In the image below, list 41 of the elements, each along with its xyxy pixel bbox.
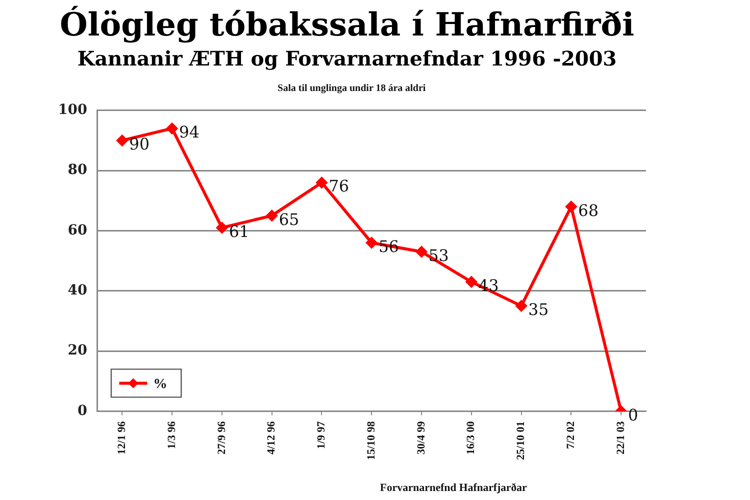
x-tick-label: 1/3 96 <box>166 420 178 450</box>
y-tick-label: 100 <box>58 102 88 118</box>
x-tick-label: 25/10 01 <box>515 421 528 460</box>
x-tick-label: 15/10 98 <box>365 420 378 460</box>
data-label: 76 <box>328 176 350 196</box>
point <box>316 177 328 188</box>
x-tick-label: 7/2 02 <box>565 420 578 450</box>
x-tick-label: 4/12 96 <box>266 420 278 455</box>
point <box>566 201 577 212</box>
y-tick-label: 60 <box>68 222 88 238</box>
point <box>466 276 477 288</box>
data-label: 0 <box>628 405 638 424</box>
chart-subtitle: Kannanir ÆTH og Forvarnarnefndar 1996 -2003 <box>77 46 617 71</box>
chart-title: Ólögleg tóbakssala í Hafnarfirði <box>60 6 634 44</box>
x-tick-label: 12/1 96 <box>116 420 128 455</box>
data-label: 35 <box>528 300 549 320</box>
data-label: 61 <box>228 222 250 241</box>
data-label: 65 <box>278 210 300 229</box>
data-label: 53 <box>428 246 449 265</box>
point <box>166 122 178 134</box>
y-tick-label: 20 <box>68 342 88 359</box>
text: Forvarnarnefnd Hafnarfjarðar <box>380 482 528 494</box>
x-tick-label: 27/9 96 <box>216 420 228 455</box>
legend-label: % <box>153 376 168 392</box>
x-tick-label: 1/9 97 <box>316 420 328 450</box>
point <box>266 210 278 222</box>
y-tick-label: 0 <box>77 402 88 419</box>
text: Sala til unglinga undir 18 ára aldri <box>278 82 426 94</box>
x-tick-label: 30/4 99 <box>415 420 428 455</box>
x-tick-label: 22/1 03 <box>614 420 627 455</box>
point <box>216 222 228 234</box>
point <box>516 300 527 312</box>
data-label: 68 <box>578 200 599 220</box>
data-label: 90 <box>129 134 150 154</box>
point <box>366 237 378 248</box>
y-tick-label: 80 <box>68 162 88 178</box>
point <box>116 134 128 146</box>
y-tick-label: 40 <box>68 282 88 299</box>
x-tick-label: 16/3 00 <box>465 420 478 455</box>
point <box>416 246 427 258</box>
data-label: 94 <box>179 122 200 142</box>
